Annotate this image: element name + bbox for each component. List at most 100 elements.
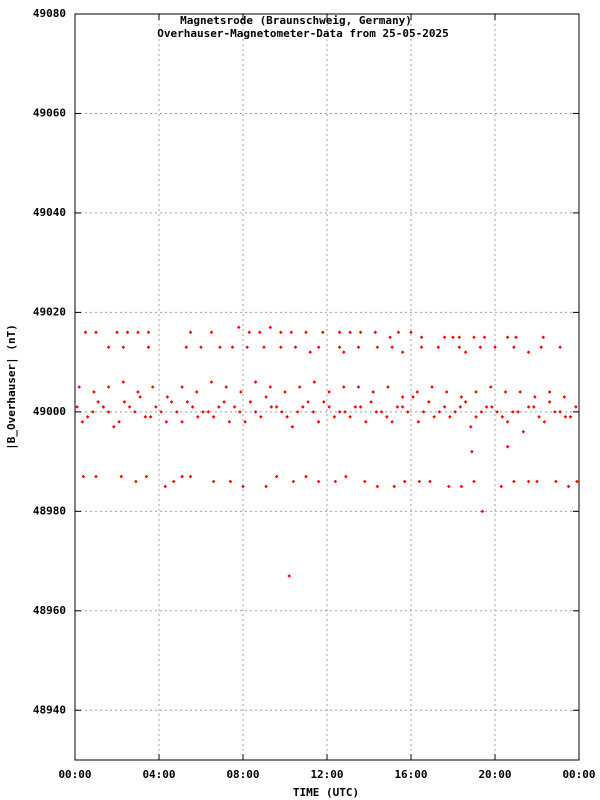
- data-point: [264, 484, 268, 489]
- data-point: [150, 385, 155, 389]
- data-point: [516, 410, 520, 414]
- data-point: [144, 474, 149, 479]
- data-point: [101, 405, 106, 409]
- data-point: [474, 390, 478, 394]
- data-point: [419, 345, 424, 350]
- data-point: [499, 484, 504, 489]
- data-point: [489, 385, 493, 389]
- y-tick-label: 49000: [33, 405, 66, 418]
- data-point: [327, 405, 331, 409]
- data-point: [470, 449, 474, 454]
- data-point: [106, 385, 111, 389]
- data-point: [295, 410, 300, 414]
- data-point: [133, 410, 137, 414]
- data-point: [81, 474, 86, 479]
- data-point: [436, 345, 441, 350]
- data-point: [400, 405, 405, 409]
- data-point: [269, 405, 274, 409]
- data-point: [311, 410, 316, 414]
- data-point: [115, 330, 119, 335]
- data-point: [85, 415, 90, 419]
- data-point: [537, 415, 541, 419]
- data-point: [480, 509, 485, 514]
- data-point: [526, 405, 531, 409]
- data-point: [472, 335, 476, 340]
- data-point: [146, 345, 151, 350]
- data-point: [409, 330, 413, 335]
- data-point: [479, 410, 484, 414]
- data-point: [457, 335, 462, 340]
- data-point: [180, 385, 184, 389]
- x-tick-label: 00:00: [58, 768, 91, 781]
- data-point: [312, 380, 317, 384]
- data-point: [388, 335, 392, 340]
- data-point: [259, 415, 263, 419]
- data-point: [94, 330, 98, 335]
- data-point: [227, 420, 232, 424]
- data-point: [106, 410, 111, 414]
- data-point: [146, 330, 151, 335]
- y-tick-label: 49040: [33, 206, 66, 219]
- data-point: [171, 479, 176, 484]
- data-point: [228, 479, 233, 484]
- data-point: [304, 330, 308, 335]
- data-point: [547, 390, 552, 394]
- data-point: [245, 345, 249, 350]
- data-point: [333, 479, 338, 484]
- data-point: [211, 479, 216, 484]
- data-point: [268, 385, 273, 389]
- data-point: [306, 400, 310, 404]
- data-point: [396, 330, 401, 335]
- data-point: [337, 410, 342, 414]
- data-point: [463, 350, 468, 354]
- x-tick-label: 20:00: [478, 768, 511, 781]
- data-point: [416, 420, 421, 424]
- data-point: [218, 345, 222, 350]
- data-point: [459, 484, 464, 489]
- data-point: [247, 330, 252, 335]
- y-tick-label: 49080: [33, 7, 66, 20]
- data-point: [563, 415, 568, 419]
- data-point: [505, 420, 510, 424]
- data-point: [253, 380, 258, 384]
- data-point: [262, 345, 266, 350]
- data-point: [148, 415, 153, 419]
- data-point: [134, 479, 138, 484]
- data-point: [539, 345, 543, 350]
- data-point: [558, 345, 562, 350]
- data-point: [547, 400, 552, 404]
- data-point: [92, 390, 96, 394]
- y-axis-label: |B_Overhauser| (nT): [5, 324, 18, 450]
- data-point: [211, 415, 216, 419]
- data-point: [469, 424, 473, 429]
- data-point: [392, 484, 396, 489]
- data-point: [308, 350, 312, 354]
- data-point: [238, 410, 242, 414]
- data-point: [199, 345, 203, 350]
- data-point: [239, 390, 243, 394]
- data-point: [243, 420, 247, 424]
- data-point: [575, 479, 579, 484]
- data-point: [453, 410, 457, 414]
- data-point: [136, 330, 140, 335]
- data-point: [385, 415, 389, 419]
- data-point: [419, 335, 424, 340]
- data-point: [415, 390, 420, 394]
- data-point: [332, 415, 337, 419]
- data-point: [444, 390, 449, 394]
- data-point: [356, 385, 361, 389]
- data-point: [83, 330, 88, 335]
- data-point: [432, 415, 436, 419]
- data-point: [532, 405, 536, 409]
- data-point: [344, 474, 348, 479]
- data-point: [175, 410, 179, 414]
- data-point: [121, 380, 126, 384]
- data-point: [164, 420, 169, 424]
- data-point: [94, 474, 98, 479]
- data-point: [421, 410, 426, 414]
- data-point: [463, 400, 468, 404]
- data-point: [375, 345, 380, 350]
- data-point: [287, 574, 291, 578]
